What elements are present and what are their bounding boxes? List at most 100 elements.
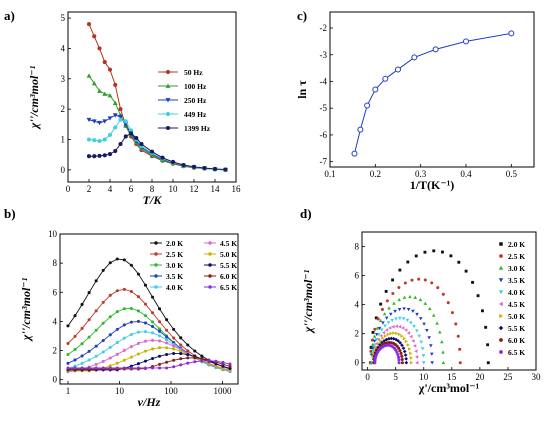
data-point — [208, 252, 212, 256]
data-point — [498, 325, 504, 331]
x-tick-label: 6 — [129, 184, 134, 194]
data-point — [101, 321, 105, 325]
x-tick-label: 14 — [211, 184, 221, 194]
data-point — [397, 324, 402, 329]
plot-frame — [361, 231, 537, 371]
data-point — [427, 336, 431, 340]
data-point — [411, 309, 415, 314]
data-point — [380, 328, 384, 332]
y-axis-title: ln τ — [295, 80, 309, 99]
data-point — [377, 332, 381, 337]
data-point — [415, 360, 419, 365]
data-point — [412, 324, 416, 329]
data-point — [403, 281, 407, 285]
data-point — [384, 289, 388, 293]
data-point — [456, 334, 460, 338]
data-point — [158, 339, 162, 343]
data-point — [382, 312, 387, 316]
data-point — [108, 315, 112, 319]
data-point — [143, 359, 148, 363]
data-point — [423, 250, 427, 254]
x-tick-label: 1 — [66, 386, 71, 396]
y-axis-title: χ''/cm³mol⁻¹ — [19, 277, 33, 342]
data-point — [383, 324, 387, 328]
data-point — [115, 257, 119, 261]
x-tick-label: 0.2 — [370, 169, 381, 179]
data-point — [414, 355, 419, 359]
data-point — [150, 357, 155, 361]
data-point — [406, 307, 411, 312]
data-point — [476, 294, 480, 298]
data-point — [165, 346, 169, 350]
data-point — [94, 354, 98, 358]
x-tick-label: 30 — [532, 372, 542, 382]
data-point — [80, 326, 84, 330]
data-point — [165, 366, 169, 370]
data-point — [409, 321, 413, 325]
data-point — [86, 22, 92, 27]
data-point — [97, 153, 102, 158]
data-point — [471, 280, 474, 284]
data-point — [436, 286, 440, 290]
data-point — [417, 334, 422, 338]
legend-label: 3.0 K — [166, 261, 183, 270]
x-tick-label: 15 — [447, 372, 457, 382]
data-point — [108, 293, 112, 297]
data-point — [143, 314, 148, 318]
data-point — [499, 313, 504, 319]
data-point — [413, 344, 417, 348]
data-point — [397, 285, 401, 290]
data-point — [101, 350, 105, 354]
data-point — [202, 165, 207, 171]
data-point — [118, 142, 123, 147]
data-point — [158, 366, 162, 370]
data-point — [411, 339, 415, 343]
data-point — [389, 331, 393, 336]
data-point — [415, 329, 419, 333]
data-point — [435, 321, 439, 325]
data-point — [92, 154, 97, 159]
data-point — [122, 358, 126, 362]
data-point — [115, 310, 119, 314]
plot-frame — [329, 11, 535, 168]
data-point — [396, 339, 401, 343]
data-point — [415, 312, 419, 317]
data-point — [418, 297, 423, 302]
y-tick-label: 2 — [61, 104, 66, 114]
x-tick-label: 1000 — [213, 386, 232, 396]
data-point — [102, 153, 107, 158]
x-axis-title: ν/Hz — [138, 395, 161, 409]
data-point — [373, 349, 377, 353]
data-point — [423, 301, 428, 305]
data-point — [165, 125, 171, 131]
data-point — [191, 164, 197, 169]
data-point — [438, 330, 442, 334]
data-point — [73, 358, 77, 362]
data-point — [394, 317, 398, 321]
data-point — [402, 295, 407, 299]
y-tick-label: -6 — [320, 130, 328, 140]
data-point — [179, 357, 183, 361]
x-tick-label: 8 — [150, 184, 155, 194]
y-tick-label: -2 — [320, 23, 328, 33]
data-point — [391, 278, 395, 282]
plot-frame — [59, 233, 239, 385]
data-point — [200, 354, 204, 358]
data-point — [410, 278, 414, 282]
data-point — [351, 150, 358, 157]
data-point — [391, 324, 395, 329]
data-point — [118, 114, 123, 120]
data-point — [122, 336, 126, 340]
data-point — [499, 254, 503, 258]
data-point — [165, 352, 169, 357]
y-tick-label: -5 — [320, 103, 328, 113]
data-point — [112, 113, 118, 118]
data-point — [94, 279, 98, 283]
data-point — [91, 80, 97, 86]
data-point — [107, 67, 113, 72]
data-point — [364, 102, 371, 109]
data-point — [373, 327, 377, 331]
data-point — [369, 349, 373, 353]
data-point — [107, 93, 113, 98]
